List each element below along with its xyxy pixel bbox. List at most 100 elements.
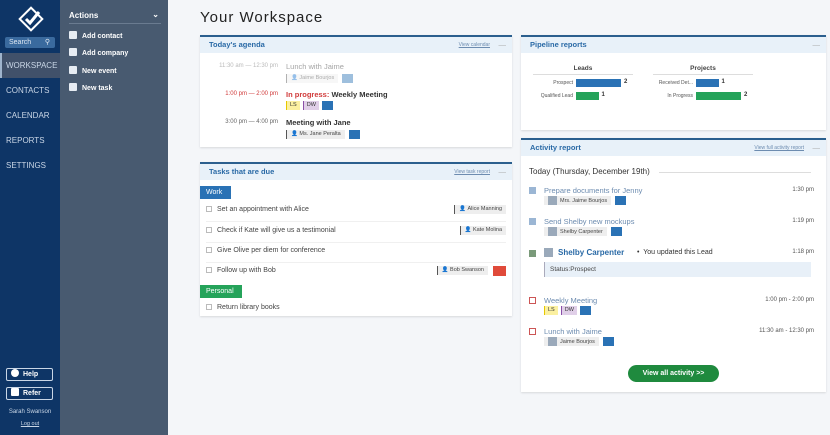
task-item[interactable]: Return library books [206, 300, 506, 320]
contact-chip[interactable]: Mrs. Jaime Bourjos [544, 196, 612, 206]
card-title: Tasks that are due [209, 167, 275, 176]
add-company-action[interactable]: Add company [69, 48, 128, 57]
new-event-action[interactable]: New event [69, 66, 117, 75]
contact-chip[interactable]: 👤 Jaime Bourjos [286, 74, 339, 84]
contact-name: Shelby Carpenter [560, 229, 603, 236]
email-icon[interactable] [602, 337, 614, 347]
add-company-icon [69, 48, 77, 56]
nav-contacts[interactable]: CONTACTS [6, 86, 50, 95]
search-button[interactable]: Search ⚲ [5, 37, 55, 48]
contact-chip[interactable]: 👤 Alice Manning [454, 205, 506, 214]
activity-title[interactable]: Send Shelby new mockups [544, 217, 635, 226]
calendar-icon [69, 66, 77, 74]
nav-settings[interactable]: SETTINGS [6, 161, 47, 170]
email-icon[interactable] [342, 74, 354, 84]
help-button[interactable]: Help [6, 368, 53, 381]
activity-title[interactable]: Weekly Meeting [544, 296, 598, 305]
email-icon[interactable] [321, 101, 333, 111]
task-item[interactable]: Follow up with Bob 👤 Bob Swanson [206, 263, 506, 283]
nav-workspace[interactable]: WORKSPACE [0, 53, 60, 78]
day-heading: Today (Thursday, December 19th) [529, 167, 650, 176]
email-icon[interactable] [348, 130, 360, 140]
avatar [548, 196, 557, 206]
checkbox[interactable] [206, 267, 212, 273]
contact-chip[interactable]: Shelby Carpenter [544, 227, 607, 237]
activity-title[interactable]: Shelby Carpenter [558, 248, 625, 257]
view-activity-report-link[interactable]: View full activity report [754, 145, 804, 151]
avatar [544, 248, 553, 257]
divider [659, 172, 811, 173]
contact-chip[interactable]: 👤 Bob Swanson [436, 266, 488, 275]
bar-value: 2 [624, 79, 628, 85]
logo-check-icon[interactable] [18, 6, 44, 32]
overdue-badge[interactable] [493, 266, 506, 276]
task-text: Set an appointment with Alice [217, 206, 309, 213]
actions-panel: Actions ⌄ Add contact Add company New eve… [60, 0, 168, 435]
more-icon[interactable]: — [498, 167, 507, 176]
view-all-activity-button[interactable]: View all activity >> [628, 365, 719, 382]
agenda-card: Today's agenda View calendar — 11:30 am — … [200, 35, 512, 147]
tag[interactable]: DW [302, 101, 319, 111]
logout-link[interactable]: Log out [20, 421, 40, 427]
task-icon [69, 83, 77, 91]
refer-button[interactable]: Refer [6, 387, 53, 400]
view-calendar-link[interactable]: View calendar [458, 42, 490, 48]
task-item[interactable]: Check if Kate will give us a testimonial… [206, 223, 506, 243]
pipeline-chart: Projects Received Det... 1 In Progress 2 [653, 65, 753, 115]
more-icon[interactable]: — [812, 143, 821, 152]
page-title: Your Workspace [200, 9, 324, 26]
tag[interactable]: LS [544, 306, 558, 316]
bar[interactable] [696, 92, 741, 100]
bar-label: Qualified Lead [540, 93, 573, 99]
activity-title[interactable]: Prepare documents for Jenny [544, 186, 643, 195]
pipeline-card: Pipeline reports — Leads Prospect 2 Qualifie… [521, 35, 826, 130]
contact-chip[interactable]: 👤 Ms. Jane Peralta [286, 130, 345, 140]
avatar [548, 337, 557, 347]
event-time: 3:00 pm — 4:00 pm [225, 119, 278, 125]
activity-detail: Status:Prospect [544, 262, 811, 277]
task-text: Give Olive per diem for conference [217, 247, 326, 254]
checkbox[interactable] [206, 247, 212, 253]
contact-chip[interactable]: Jaime Bourjos [544, 337, 599, 347]
task-text: Return library books [217, 304, 280, 311]
nav-reports[interactable]: REPORTS [6, 136, 45, 145]
activity-title[interactable]: Lunch with Jaime [544, 327, 602, 336]
gift-icon [11, 388, 19, 396]
contact-name: Jaime Bourjos [299, 75, 335, 82]
new-task-action[interactable]: New task [69, 83, 112, 92]
pipeline-chart: Leads Prospect 2 Qualified Lead 1 [533, 65, 633, 115]
status-label: In progress: [286, 90, 330, 99]
more-icon[interactable]: — [498, 40, 507, 49]
bar[interactable] [696, 79, 719, 87]
nav-calendar[interactable]: CALENDAR [6, 111, 50, 120]
view-task-report-link[interactable]: View task report [454, 169, 490, 175]
task-item[interactable]: Give Olive per diem for conference [206, 243, 506, 263]
event-time: 11:30 am — 12:30 pm [219, 63, 278, 69]
email-icon[interactable] [579, 306, 591, 316]
email-icon[interactable] [615, 196, 627, 206]
tag[interactable]: DW [560, 306, 577, 316]
email-icon[interactable] [610, 227, 622, 237]
task-icon [529, 218, 536, 225]
search-label: Search [9, 39, 32, 46]
chart-title: Leads [533, 65, 633, 75]
actions-header[interactable]: Actions ⌄ [69, 10, 161, 24]
task-text: Check if Kate will give us a testimonial [217, 227, 336, 234]
contact-chip[interactable]: 👤 Kate Molina [459, 226, 506, 235]
user-name: Sarah Swanson [8, 409, 52, 415]
task-icon [529, 187, 536, 194]
checkbox[interactable] [206, 227, 212, 233]
more-icon[interactable]: — [812, 40, 821, 49]
bar[interactable] [576, 79, 621, 87]
bar[interactable] [576, 92, 599, 100]
add-contact-action[interactable]: Add contact [69, 31, 122, 40]
help-label: Help [23, 371, 39, 378]
checkbox[interactable] [206, 304, 212, 310]
task-item[interactable]: Set an appointment with Alice 👤 Alice Man… [206, 202, 506, 222]
checkbox[interactable] [206, 206, 212, 212]
search-icon: ⚲ [44, 39, 50, 46]
calendar-icon [529, 297, 536, 304]
tag[interactable]: LS [286, 101, 300, 111]
tasks-card: Tasks that are due View task report — Work… [200, 162, 512, 316]
chart-title: Projects [653, 65, 753, 75]
